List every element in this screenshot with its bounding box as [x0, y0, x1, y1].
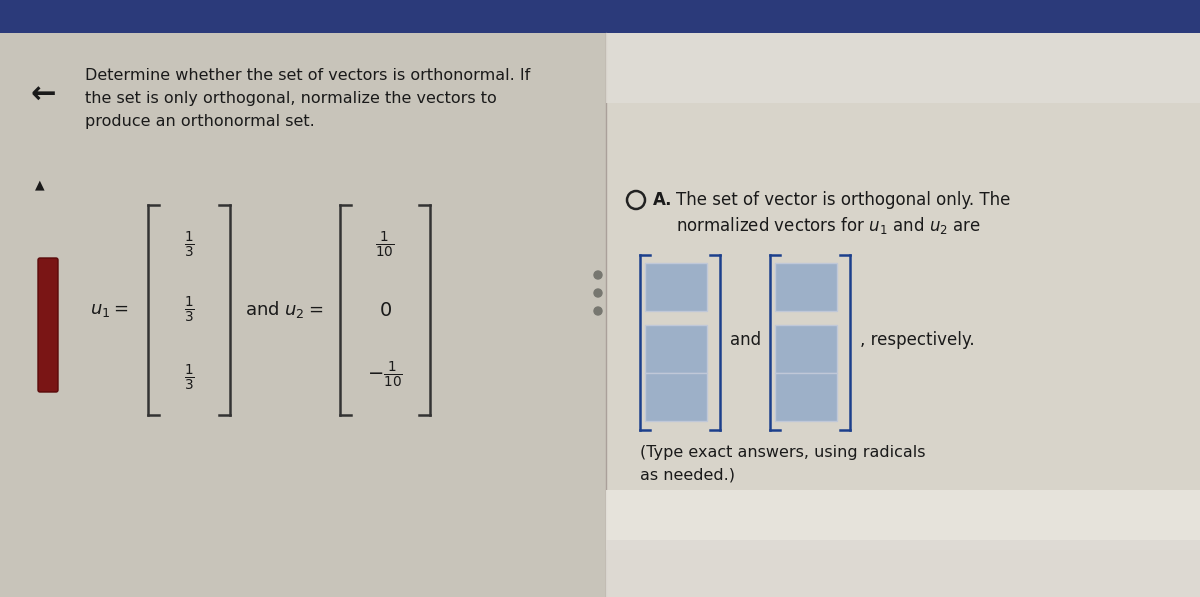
Bar [606, 540, 1200, 597]
Bar [606, 490, 1200, 550]
Circle shape [594, 271, 602, 279]
Text: , respectively.: , respectively. [860, 331, 974, 349]
Text: $\frac{1}{3}$: $\frac{1}{3}$ [184, 230, 194, 260]
Bar [606, 0, 1200, 597]
Text: $-\frac{1}{10}$: $-\frac{1}{10}$ [367, 360, 403, 390]
Text: $u_1 =$: $u_1 =$ [90, 301, 128, 319]
Text: $\frac{1}{10}$: $\frac{1}{10}$ [376, 230, 395, 260]
FancyBboxPatch shape [646, 263, 707, 311]
Bar [0, 0, 1200, 33]
FancyBboxPatch shape [646, 373, 707, 421]
Text: (Type exact answers, using radicals
as needed.): (Type exact answers, using radicals as n… [640, 445, 925, 482]
Text: ←: ← [30, 81, 55, 109]
Text: and $u_2 =$: and $u_2 =$ [245, 300, 323, 321]
Text: $\frac{1}{3}$: $\frac{1}{3}$ [184, 363, 194, 393]
FancyBboxPatch shape [38, 258, 58, 392]
Circle shape [594, 289, 602, 297]
Text: normalized vectors for $u_1$ and $u_2$ are: normalized vectors for $u_1$ and $u_2$ a… [676, 214, 982, 235]
Text: A.: A. [653, 191, 672, 209]
Bar [0, 0, 606, 597]
Text: ▲: ▲ [35, 179, 44, 192]
Text: The set of vector is orthogonal only. The: The set of vector is orthogonal only. Th… [676, 191, 1010, 209]
Text: $0$: $0$ [378, 300, 391, 319]
Text: and: and [730, 331, 761, 349]
Circle shape [594, 307, 602, 315]
Text: Determine whether the set of vectors is orthonormal. If
the set is only orthogon: Determine whether the set of vectors is … [85, 68, 530, 128]
FancyBboxPatch shape [646, 325, 707, 373]
FancyBboxPatch shape [775, 263, 838, 311]
FancyBboxPatch shape [775, 325, 838, 373]
FancyBboxPatch shape [775, 373, 838, 421]
Text: $\frac{1}{3}$: $\frac{1}{3}$ [184, 295, 194, 325]
Bar [606, 33, 1200, 103]
